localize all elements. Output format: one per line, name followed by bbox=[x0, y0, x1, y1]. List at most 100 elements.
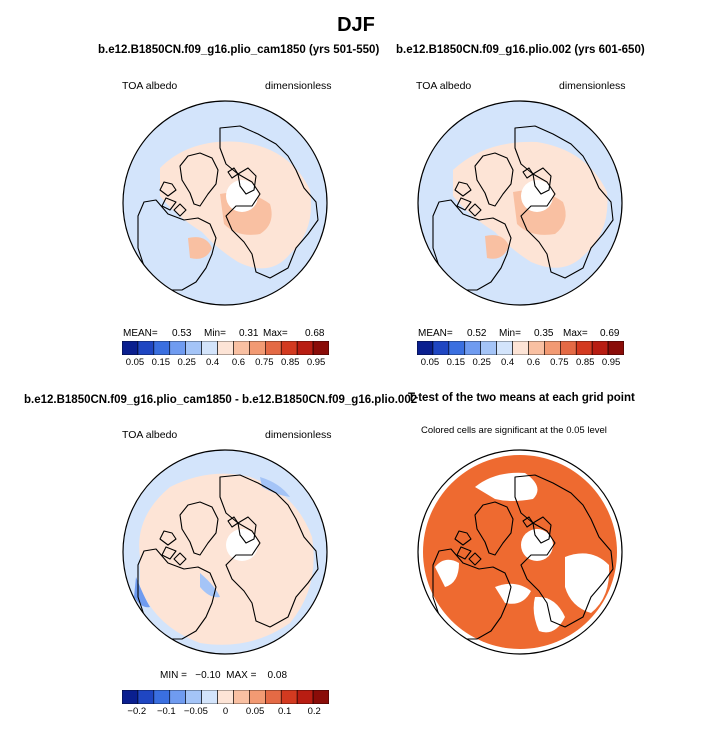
coastline-eurasia bbox=[219, 474, 319, 628]
colorbar-swatch-10 bbox=[575, 341, 593, 355]
colorbar-tick-label: −0.05 bbox=[183, 706, 208, 717]
non-significant-region-1 bbox=[565, 553, 610, 613]
colorbar-tick-label: 0.2 bbox=[307, 706, 321, 717]
coastline-scandinavia bbox=[532, 516, 552, 544]
colorbar-swatch-4 bbox=[185, 341, 202, 355]
panel-3-colorbar-labels: −0.2 −0.1 −0.05 0 0.05 0.1 0.2 bbox=[122, 706, 329, 720]
map-field bbox=[123, 450, 327, 654]
field-region-2 bbox=[485, 235, 509, 259]
panel-1-title: b.e12.B1850CN.f09_g16.plio_cam1850 (yrs … bbox=[98, 44, 380, 56]
colorbar-tick-label: 0.95 bbox=[601, 357, 621, 368]
colorbar-tick-label: −0.1 bbox=[156, 706, 176, 717]
colorbar-swatch-12 bbox=[312, 690, 329, 704]
map-field bbox=[418, 450, 622, 654]
panel-2-variable: TOA albedo bbox=[416, 80, 472, 92]
colorbar-swatch-3 bbox=[169, 341, 186, 355]
colorbar-swatch-11 bbox=[296, 341, 314, 355]
colorbar-tick-label: 0.4 bbox=[500, 357, 515, 368]
panel-2-map bbox=[417, 100, 623, 306]
coastline-svalbard bbox=[522, 516, 534, 528]
panel-1-units: dimensionless bbox=[265, 80, 332, 92]
colorbar-swatch-12 bbox=[312, 341, 329, 355]
panel-2-colorbar-labels: 0.05 0.15 0.25 0.4 0.6 0.75 0.85 0.95 bbox=[417, 357, 624, 371]
field-region-0 bbox=[423, 455, 617, 649]
colorbar-swatch-10 bbox=[280, 341, 298, 355]
colorbar-swatch-6 bbox=[512, 341, 529, 355]
colorbar-tick-label: 0.4 bbox=[205, 357, 220, 368]
colorbar-swatch-2 bbox=[153, 690, 171, 704]
colorbar-tick-label: 0.1 bbox=[278, 706, 292, 717]
pole-missing-data bbox=[521, 529, 553, 561]
colorbar-swatch-4 bbox=[480, 341, 497, 355]
colorbar-swatch-9 bbox=[265, 341, 282, 355]
coastline-greenland bbox=[179, 501, 219, 556]
colorbar-swatch-1 bbox=[137, 690, 155, 704]
colorbar-swatch-6 bbox=[217, 341, 234, 355]
coastline-svalbard bbox=[522, 167, 534, 179]
colorbar-tick-label: 0.05 bbox=[125, 357, 145, 368]
colorbar-swatch-3 bbox=[169, 690, 186, 704]
colorbar-swatch-1 bbox=[137, 341, 155, 355]
colorbar-swatch-8 bbox=[249, 690, 266, 704]
colorbar-swatch-0 bbox=[122, 690, 139, 704]
colorbar-tick-label: 0.6 bbox=[231, 357, 246, 368]
pole-missing-data bbox=[521, 180, 553, 212]
colorbar-tick-label: 0.15 bbox=[151, 357, 171, 368]
non-significant-region-3 bbox=[495, 583, 531, 604]
panel-2-title: b.e12.B1850CN.f09_g16.plio.002 (yrs 601-… bbox=[396, 44, 645, 56]
panel-2-colorbar bbox=[417, 341, 624, 355]
colorbar-tick-label: 0.05 bbox=[420, 357, 440, 368]
panel-2-mean-label: MEAN= bbox=[418, 328, 453, 339]
coastline-svalbard bbox=[227, 516, 239, 528]
pole-missing-data bbox=[226, 180, 258, 212]
colorbar-swatch-3 bbox=[464, 341, 481, 355]
panel-4-title: T-test of the two means at each grid poi… bbox=[408, 392, 635, 404]
panel-3-title: b.e12.B1850CN.f09_g16.plio_cam1850 - b.e… bbox=[24, 394, 418, 406]
field-region-3 bbox=[260, 477, 290, 497]
panel-3-colorbar bbox=[122, 690, 329, 704]
panel-1-min-label: Min= bbox=[204, 328, 226, 339]
colorbar-tick-label: 0.25 bbox=[472, 357, 491, 368]
field-region-2 bbox=[188, 237, 212, 259]
colorbar-swatch-0 bbox=[122, 341, 139, 355]
panel-3-map bbox=[122, 449, 328, 655]
colorbar-swatch-7 bbox=[233, 690, 250, 704]
coastline-greenland bbox=[474, 501, 514, 556]
panel-1-mean-value: 0.53 bbox=[172, 328, 192, 339]
colorbar-swatch-2 bbox=[448, 341, 466, 355]
panel-2-units: dimensionless bbox=[559, 80, 626, 92]
panel-2-mean-value: 0.52 bbox=[467, 328, 487, 339]
colorbar-swatch-8 bbox=[249, 341, 266, 355]
coastline-scandinavia bbox=[237, 516, 257, 544]
colorbar-swatch-11 bbox=[591, 341, 609, 355]
panel-1-map bbox=[122, 100, 328, 306]
colorbar-tick-label: 0.85 bbox=[280, 357, 300, 368]
colorbar-tick-label: 0.25 bbox=[177, 357, 196, 368]
colorbar-tick-label: −0.2 bbox=[127, 706, 147, 717]
panel-1-colorbar-labels: 0.05 0.15 0.25 0.4 0.6 0.75 0.85 0.95 bbox=[122, 357, 329, 371]
colorbar-swatch-11 bbox=[296, 690, 314, 704]
coastline-greenland bbox=[474, 152, 514, 207]
panel-3-units: dimensionless bbox=[265, 429, 332, 441]
coastline-greenland bbox=[179, 152, 219, 207]
colorbar-swatch-5 bbox=[201, 690, 218, 704]
colorbar-tick-label: 0.95 bbox=[306, 357, 326, 368]
colorbar-tick-label: 0.75 bbox=[255, 357, 274, 368]
map-field bbox=[123, 101, 327, 305]
colorbar-tick-label: 0.6 bbox=[526, 357, 541, 368]
panel-2-min-label: Min= bbox=[499, 328, 521, 339]
colorbar-swatch-7 bbox=[528, 341, 545, 355]
coastline-scandinavia bbox=[237, 167, 257, 195]
colorbar-tick-label: 0.15 bbox=[446, 357, 466, 368]
coastline-svalbard bbox=[227, 167, 239, 179]
coastline-eurasia bbox=[514, 125, 614, 279]
coastline-eurasia bbox=[514, 474, 614, 628]
colorbar-swatch-0 bbox=[417, 341, 434, 355]
colorbar-swatch-7 bbox=[233, 341, 250, 355]
colorbar-swatch-12 bbox=[607, 341, 624, 355]
coastline-canadian-archipelago bbox=[454, 530, 482, 566]
coastline-scandinavia bbox=[532, 167, 552, 195]
colorbar-tick-label: 0 bbox=[222, 706, 229, 717]
colorbar-swatch-1 bbox=[432, 341, 450, 355]
map-field bbox=[418, 101, 622, 305]
